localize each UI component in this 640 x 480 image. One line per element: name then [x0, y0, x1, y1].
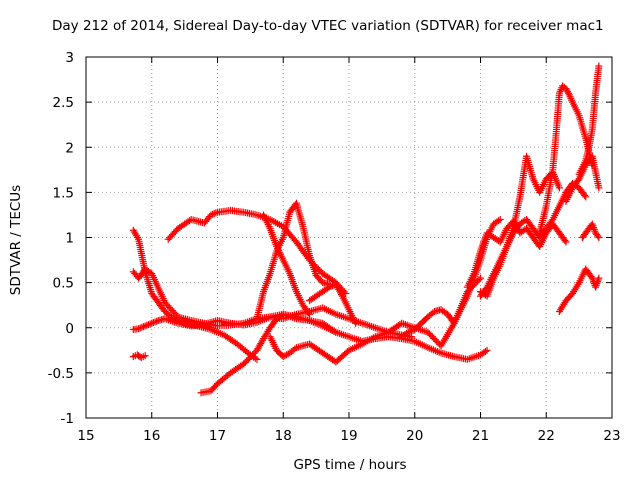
data-marker	[136, 324, 144, 332]
data-marker	[209, 210, 217, 218]
data-marker	[306, 310, 314, 318]
data-marker	[406, 328, 414, 336]
series-arc3	[129, 351, 149, 362]
series-arc14	[477, 179, 590, 300]
data-marker	[325, 283, 333, 291]
data-marker	[210, 210, 218, 218]
y-tick-label: 0.5	[53, 276, 74, 292]
x-axis-label: GPS time / hours	[293, 457, 407, 473]
data-marker	[140, 323, 148, 331]
x-tick-label: 15	[77, 428, 94, 444]
data-marker	[595, 62, 603, 70]
data-marker	[595, 234, 603, 241]
series-arc8	[260, 211, 314, 318]
data-marker	[564, 89, 572, 97]
data-marker	[564, 88, 572, 96]
data-marker	[179, 319, 187, 327]
data-marker	[291, 345, 299, 353]
data-marker	[477, 274, 484, 282]
x-tick-label: 23	[603, 428, 620, 444]
data-marker	[146, 320, 154, 328]
data-marker	[283, 351, 291, 359]
data-marker	[149, 319, 157, 327]
series-arc17	[575, 62, 603, 178]
x-tick-label: 21	[472, 428, 489, 444]
data-marker	[594, 232, 602, 240]
data-marker	[172, 316, 180, 324]
data-points	[129, 62, 603, 397]
data-marker	[483, 346, 491, 354]
axes	[85, 56, 613, 419]
data-marker	[562, 238, 570, 246]
y-tick-label: -0.5	[48, 366, 74, 382]
x-tick-label: 18	[275, 428, 292, 444]
data-marker	[352, 319, 360, 327]
data-marker	[327, 282, 335, 290]
x-tick-label: 20	[406, 428, 423, 444]
data-marker	[151, 318, 159, 326]
data-marker	[595, 274, 603, 282]
data-marker	[207, 211, 215, 219]
data-marker	[475, 276, 483, 284]
data-marker	[153, 317, 161, 325]
data-marker	[304, 309, 312, 317]
y-tick-label: 0	[65, 321, 74, 337]
x-tick-label: 22	[538, 428, 555, 444]
data-marker	[337, 290, 345, 298]
y-tick-label: 1	[65, 231, 74, 247]
data-marker	[404, 328, 412, 336]
x-tick-label: 19	[340, 428, 357, 444]
data-marker	[595, 184, 603, 192]
y-axis-label: SDTVAR / TECUs	[8, 184, 24, 296]
y-tick-label: -1	[61, 411, 74, 427]
series-arc18	[562, 152, 603, 205]
data-marker	[138, 323, 146, 331]
data-marker	[581, 191, 589, 199]
tick-labels: 15 16 17 18 19 20 21 22 23 -1 -0.5 0 0.5 1 1.5 2 2.5 3	[48, 50, 621, 444]
y-tick-label: 2	[65, 140, 74, 156]
y-tick-label: 1.5	[53, 185, 74, 201]
data-marker	[555, 184, 563, 192]
data-marker	[582, 193, 590, 201]
series-arc10	[306, 280, 360, 327]
x-tick-label: 16	[143, 428, 160, 444]
data-marker	[143, 321, 151, 329]
data-marker	[495, 217, 503, 225]
y-tick-label: 3	[65, 50, 74, 66]
data-marker	[141, 352, 149, 360]
data-marker	[148, 319, 156, 327]
series-arc12	[463, 217, 570, 291]
data-marker	[177, 318, 185, 326]
data-marker	[174, 317, 182, 325]
data-marker	[135, 325, 143, 333]
series-arc4	[129, 226, 261, 363]
chart-title: Day 212 of 2014, Sidereal Day-to-day VTE…	[52, 18, 604, 34]
data-marker	[212, 209, 220, 217]
data-marker	[141, 322, 149, 330]
data-marker	[407, 327, 415, 335]
data-marker	[562, 85, 570, 93]
data-marker	[481, 347, 489, 355]
series-arc6	[197, 310, 491, 397]
data-marker	[176, 317, 184, 325]
data-marker	[496, 215, 504, 223]
series-arc16	[555, 265, 603, 316]
data-marker	[561, 237, 569, 245]
data-marker	[144, 321, 152, 329]
series-arc7	[253, 199, 333, 323]
y-tick-label: 2.5	[53, 95, 74, 111]
series-arc19	[578, 220, 603, 241]
data-marker	[563, 86, 571, 94]
x-tick-label: 17	[209, 428, 226, 444]
data-marker	[253, 355, 261, 363]
